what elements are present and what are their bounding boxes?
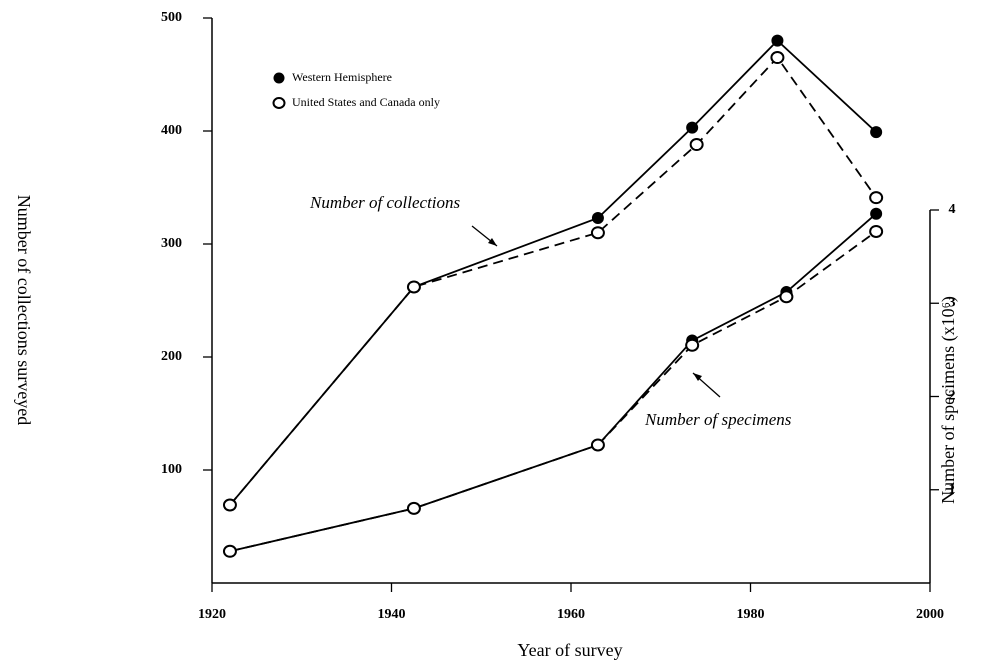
y-tick-label: 300 <box>161 236 182 251</box>
legend-label: United States and Canada only <box>292 95 440 109</box>
point <box>222 498 237 512</box>
point <box>870 126 883 139</box>
series-line <box>229 230 877 553</box>
point <box>590 226 605 240</box>
point <box>222 544 237 558</box>
point <box>770 51 785 65</box>
legend-label: Western Hemisphere <box>292 70 392 84</box>
y2-axis-title: Number of specimens (x10⁶) <box>938 296 959 504</box>
point <box>590 438 605 452</box>
x-tick-label: 1960 <box>557 607 585 622</box>
series-line <box>229 213 877 553</box>
annotation: Number of specimens <box>644 410 792 429</box>
point <box>779 290 794 304</box>
point <box>771 34 784 47</box>
y2-tick-label: 2 <box>949 389 956 404</box>
series-line <box>229 39 877 506</box>
legend-marker <box>273 72 285 84</box>
y-axis-title: Number of collections surveyed <box>14 195 34 425</box>
point <box>591 212 604 225</box>
series-line <box>229 56 877 506</box>
point <box>686 121 699 134</box>
x-tick-label: 1940 <box>378 607 406 622</box>
y2-tick-label: 1 <box>949 482 956 497</box>
point <box>685 338 700 352</box>
x-tick-label: 2000 <box>916 607 944 622</box>
x-tick-label: 1920 <box>198 607 226 622</box>
y-tick-label: 400 <box>161 123 182 138</box>
point <box>869 191 884 205</box>
y-tick-label: 200 <box>161 349 182 364</box>
legend-marker <box>272 97 286 109</box>
point <box>869 224 884 238</box>
x-axis-title: Year of survey <box>517 640 622 660</box>
y-tick-label: 100 <box>161 462 182 477</box>
arrow-head <box>488 238 497 246</box>
point <box>689 138 704 152</box>
x-tick-label: 1980 <box>737 607 765 622</box>
point <box>406 280 421 294</box>
y2-tick-label: 4 <box>949 202 956 217</box>
y2-tick-label: 3 <box>949 295 956 310</box>
annotation: Number of collections <box>309 193 461 212</box>
y-tick-label: 500 <box>161 10 182 25</box>
point <box>406 501 421 515</box>
arrow-head <box>693 373 702 381</box>
point <box>870 207 883 220</box>
